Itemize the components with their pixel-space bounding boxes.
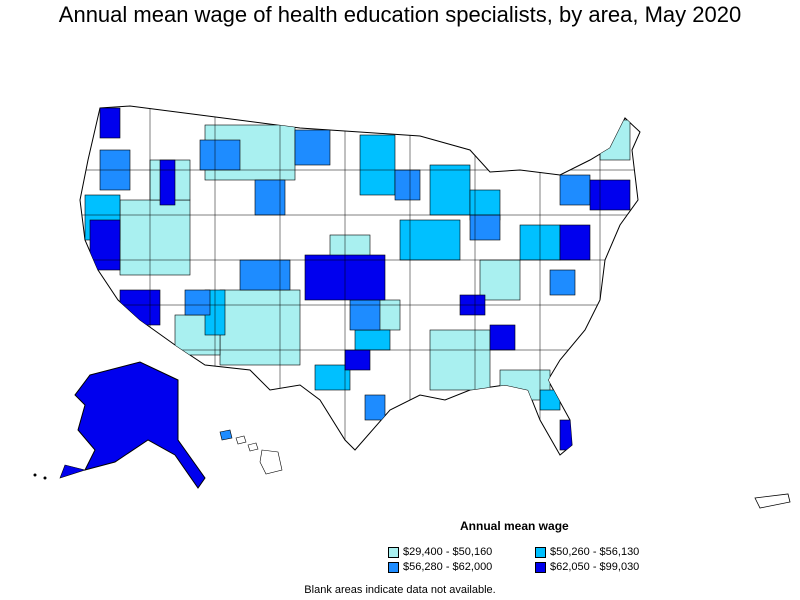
legend-swatch-tier-4: [535, 561, 546, 573]
legend-item-tier-2: $50,260 - $56,130: [535, 546, 639, 558]
tier-1-areas: [119, 119, 631, 401]
tier-4-areas: [89, 107, 631, 451]
legend-label-tier-3: $56,280 - $62,000: [403, 561, 493, 573]
legend-title: Annual mean wage: [460, 519, 569, 533]
legend-swatch-tier-3: [388, 561, 399, 573]
legend-label-tier-1: $29,400 - $50,160: [403, 546, 493, 558]
tier-2-areas: [84, 134, 561, 411]
map-title: Annual mean wage of health education spe…: [58, 2, 742, 27]
legend-item-tier-4: $62,050 - $99,030: [535, 561, 639, 573]
footnote: Blank areas indicate data not available.: [304, 584, 496, 596]
alaska: [33, 361, 206, 489]
hawaii: [219, 429, 283, 475]
legend-item-tier-1: $29,400 - $50,160: [388, 546, 492, 558]
puerto-rico: [754, 493, 791, 509]
legend-swatch-tier-2: [535, 546, 546, 558]
legend-label-tier-2: $50,260 - $56,130: [550, 546, 640, 558]
legend-swatch-tier-1: [388, 546, 399, 558]
legend-item-tier-3: $56,280 - $62,000: [388, 561, 492, 573]
contiguous-us: [79, 105, 641, 456]
legend-label-tier-4: $62,050 - $99,030: [550, 561, 640, 573]
